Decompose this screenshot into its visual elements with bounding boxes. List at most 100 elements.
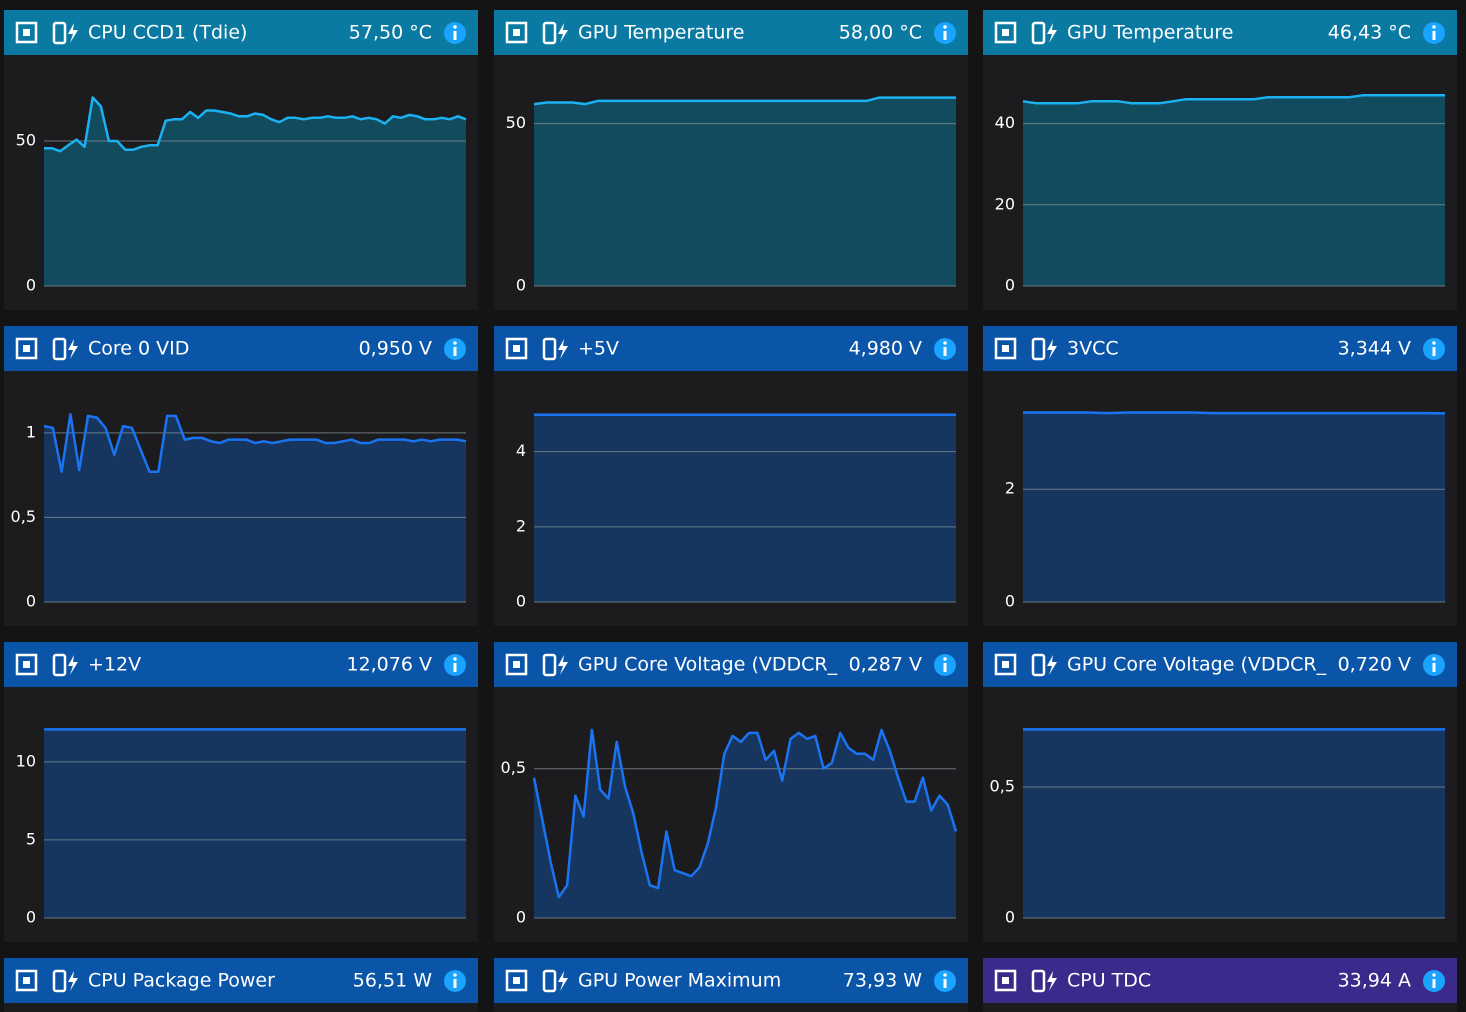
- y-tick-label: 5: [26, 829, 36, 848]
- device-icon: [15, 21, 38, 44]
- device-icon-core: [513, 661, 520, 668]
- panel-header: [4, 326, 478, 371]
- sensor-icon-bolt: [1047, 655, 1057, 675]
- y-tick-label: 0,5: [11, 507, 36, 526]
- series-line: [1022, 93, 1445, 105]
- sensor-reading: 12,076 V: [346, 654, 432, 676]
- info-glyph-dot: [943, 341, 947, 345]
- device-icon-core: [1002, 977, 1009, 984]
- sensor-reading: 46,43 °C: [1328, 22, 1411, 44]
- device-icon-core: [23, 345, 30, 352]
- y-tick-label: 2: [1005, 479, 1015, 498]
- sensor-icon: [542, 969, 557, 993]
- device-icon: [505, 653, 528, 676]
- y-tick-label: 1: [26, 422, 36, 441]
- info-glyph-dot: [453, 973, 457, 977]
- info-glyph-dot: [943, 973, 947, 977]
- info-glyph: [453, 663, 457, 672]
- device-icon: [505, 21, 528, 44]
- sensor-name: GPU Core Voltage (VDDCR_: [578, 654, 838, 676]
- info-glyph: [453, 31, 457, 40]
- y-tick-label: 0: [1005, 276, 1015, 295]
- sensor-icon-bolt: [558, 23, 568, 43]
- series-line: [43, 412, 467, 473]
- y-tick-label: 50: [506, 113, 526, 132]
- device-icon: [505, 969, 528, 992]
- info-glyph: [1432, 663, 1436, 672]
- y-tick-label: 40: [995, 113, 1015, 132]
- info-glyph: [1432, 31, 1436, 40]
- sensor-icon: [542, 337, 557, 361]
- sensor-icon: [52, 969, 67, 993]
- sensor-name: +5V: [578, 338, 619, 360]
- sensor-name: +12V: [88, 654, 141, 676]
- area-fill: [534, 414, 956, 602]
- sensor-icon: [52, 653, 67, 677]
- sensor-reading: 58,00 °C: [839, 22, 922, 44]
- panel-header: [4, 10, 478, 55]
- sensor-icon-bolt: [68, 23, 78, 43]
- panel-header: [983, 10, 1457, 55]
- y-tick-label: 0,5: [501, 758, 526, 777]
- info-glyph: [453, 979, 457, 988]
- area-fill: [534, 729, 956, 918]
- sensor-icon-bolt: [1047, 971, 1057, 991]
- y-tick-label: 0: [26, 592, 36, 611]
- sensor-reading: 0,720 V: [1338, 654, 1411, 676]
- device-icon: [994, 21, 1017, 44]
- panel-header: [494, 10, 968, 55]
- area-fill: [44, 729, 466, 918]
- y-tick-label: 4: [516, 441, 526, 460]
- area-fill: [534, 97, 956, 286]
- device-icon-core: [513, 977, 520, 984]
- sensor-icon: [1031, 21, 1046, 45]
- sensor-name: GPU Core Voltage (VDDCR_: [1067, 654, 1327, 676]
- sensor-reading: 3,344 V: [1338, 338, 1411, 360]
- area-fill: [44, 97, 466, 286]
- sensor-name: CPU TDC: [1067, 970, 1151, 992]
- info-glyph: [943, 663, 947, 672]
- info-glyph-dot: [453, 341, 457, 345]
- sensor-reading: 4,980 V: [849, 338, 922, 360]
- info-glyph: [453, 347, 457, 356]
- sensor-icon-bolt: [68, 339, 78, 359]
- info-glyph: [1432, 347, 1436, 356]
- info-glyph-dot: [453, 25, 457, 29]
- sensor-icon-bolt: [68, 655, 78, 675]
- series-line: [44, 96, 467, 153]
- panel-header: [494, 326, 968, 371]
- device-icon-core: [1002, 29, 1009, 36]
- sensor-name: Core 0 VID: [88, 338, 189, 360]
- y-tick-label: 0: [26, 908, 36, 927]
- device-icon: [994, 653, 1017, 676]
- sensor-icon: [52, 21, 67, 45]
- sensor-icon-bolt: [558, 971, 568, 991]
- y-tick-label: 20: [995, 194, 1015, 213]
- y-tick-label: 0,5: [990, 777, 1015, 796]
- sensor-name: GPU Temperature: [1067, 22, 1233, 44]
- y-tick-label: 50: [16, 131, 36, 150]
- info-glyph: [943, 347, 947, 356]
- sensor-name: CPU Package Power: [88, 970, 275, 992]
- panel-header: [4, 958, 478, 1003]
- sensor-name: CPU CCD1 (Tdie): [88, 22, 247, 44]
- sensor-name: GPU Power Maximum: [578, 970, 781, 992]
- sensor-icon-bolt: [558, 339, 568, 359]
- sensor-icon: [1031, 653, 1046, 677]
- y-tick-label: 0: [516, 276, 526, 295]
- device-icon-core: [1002, 661, 1009, 668]
- info-glyph: [943, 979, 947, 988]
- series-line: [533, 96, 956, 106]
- sensor-icon-bolt: [1047, 23, 1057, 43]
- device-icon: [15, 337, 38, 360]
- info-glyph: [943, 31, 947, 40]
- y-tick-label: 10: [16, 751, 36, 770]
- device-icon: [15, 653, 38, 676]
- series-line: [1023, 411, 1446, 415]
- device-icon-core: [23, 29, 30, 36]
- y-tick-label: 0: [516, 908, 526, 927]
- panel-header: [983, 326, 1457, 371]
- sensor-reading: 57,50 °C: [349, 22, 432, 44]
- area-fill: [1023, 412, 1445, 602]
- sensor-name: 3VCC: [1067, 338, 1119, 360]
